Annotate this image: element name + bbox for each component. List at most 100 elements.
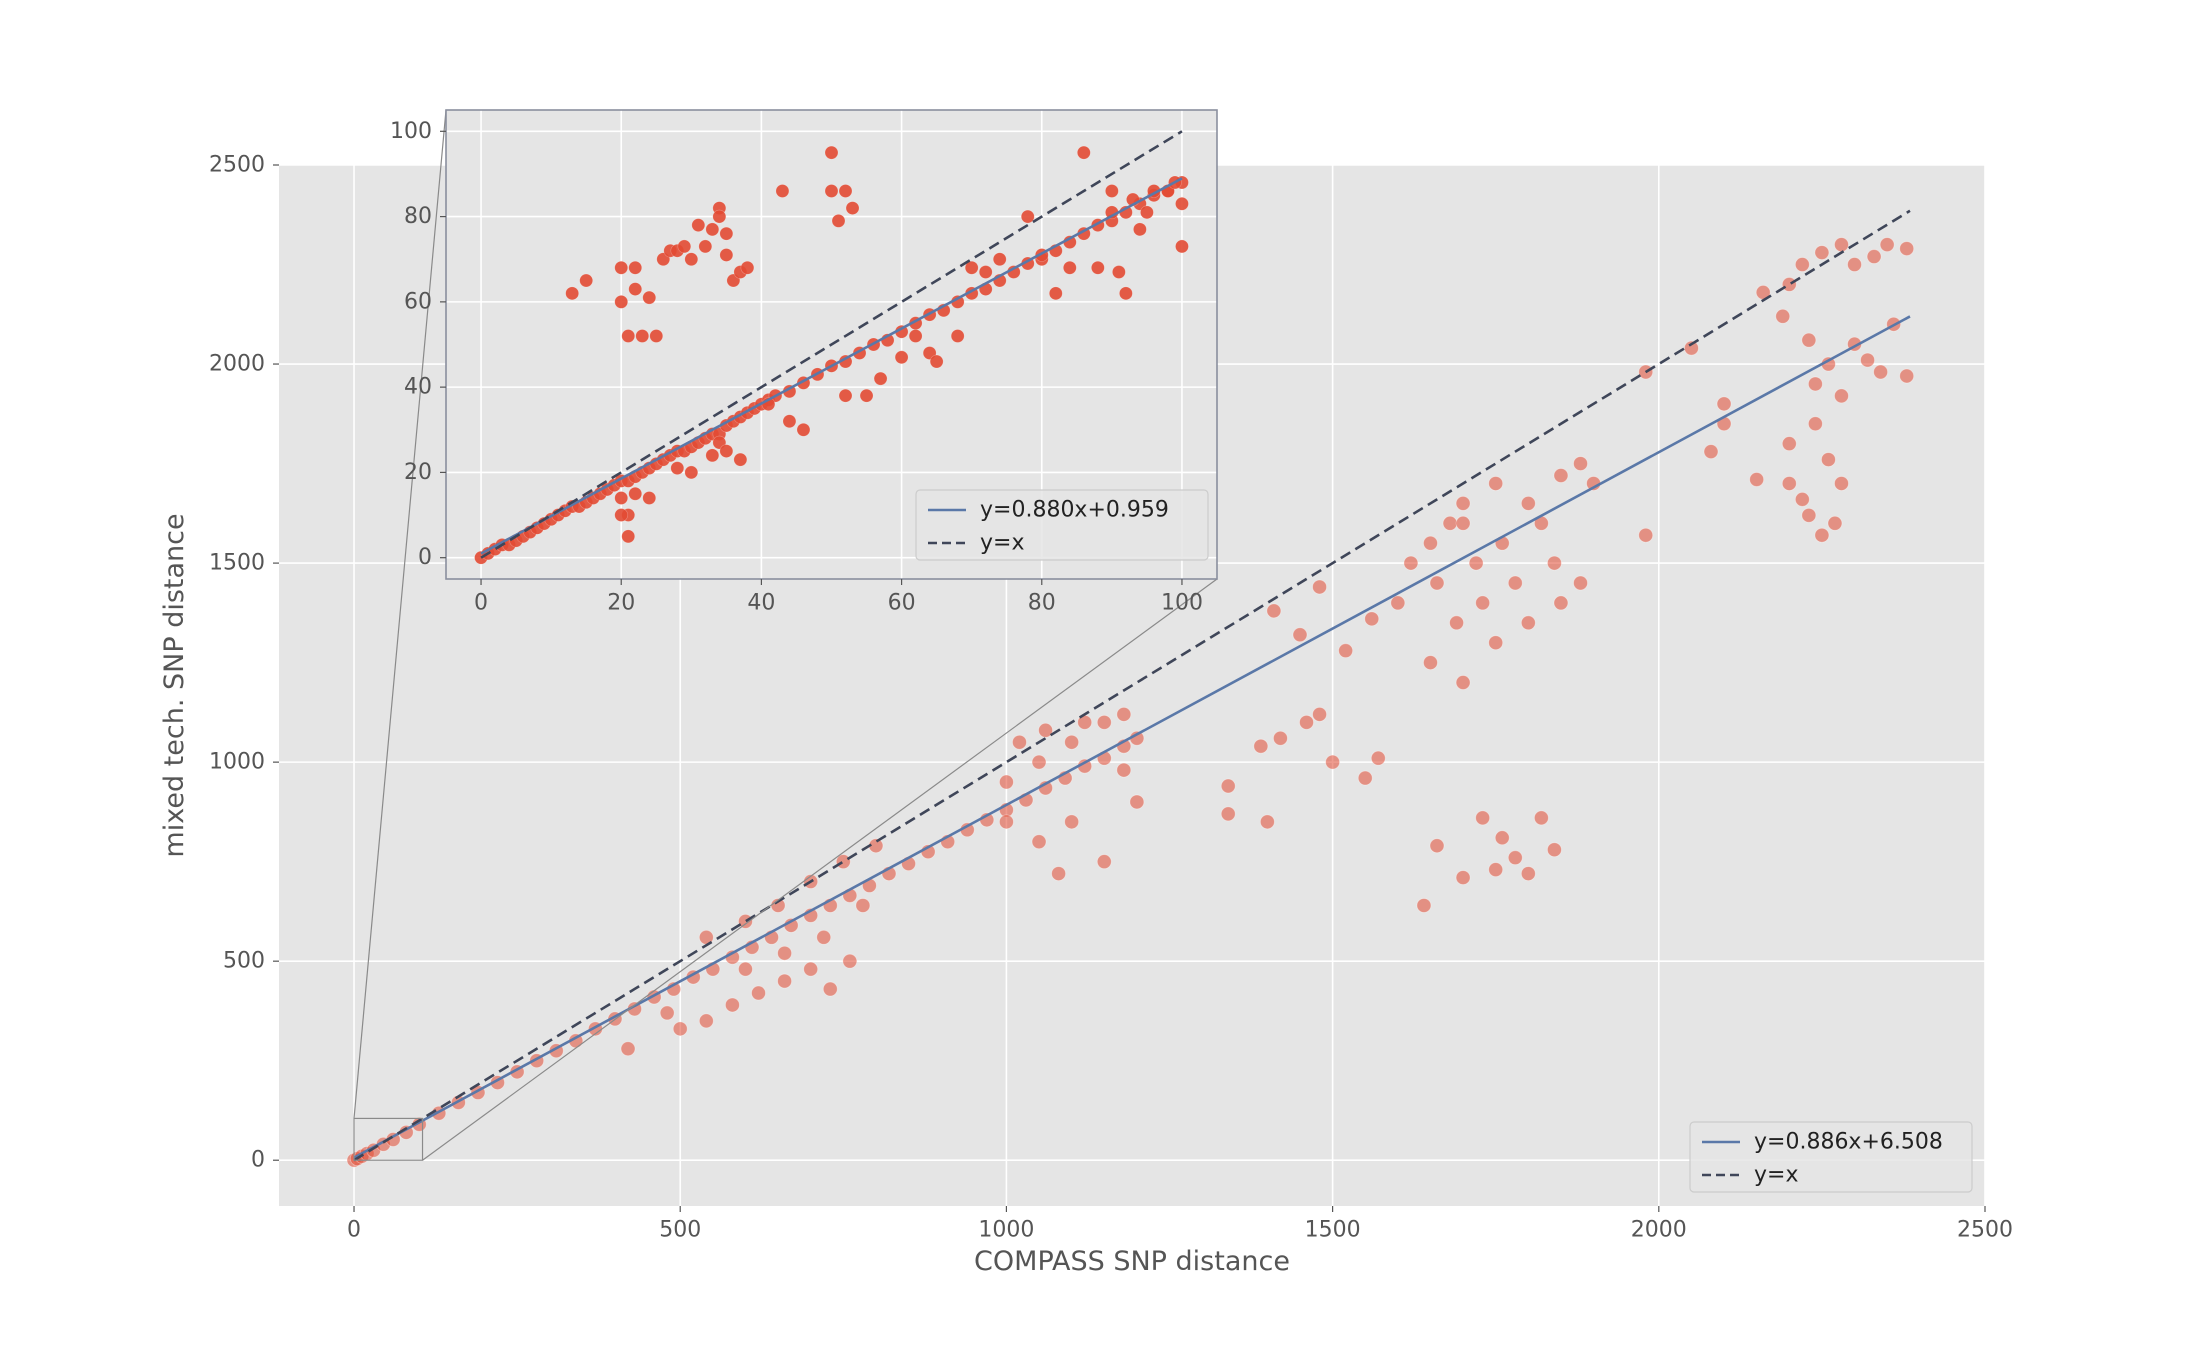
main-point — [1012, 734, 1027, 750]
inset-point — [565, 286, 579, 301]
main-point — [1429, 575, 1445, 591]
main-point — [1520, 866, 1536, 881]
legend-fit-label: y=0.880x+0.959 — [980, 498, 1169, 523]
main-point — [1096, 854, 1112, 870]
main-point — [1807, 416, 1823, 432]
inset-point — [628, 486, 643, 501]
inset-point — [1112, 265, 1126, 279]
main-point — [1866, 249, 1882, 264]
main-identity-line — [353, 209, 1911, 1162]
main-point — [1775, 308, 1791, 324]
main-point — [1834, 476, 1849, 491]
main-point — [1847, 257, 1862, 272]
main-y-tick-label: 1500 — [209, 551, 265, 576]
main-point — [1253, 738, 1269, 754]
main-point — [816, 929, 832, 945]
main-y-tick-label: 2000 — [209, 352, 265, 377]
inset-point — [782, 414, 797, 429]
inset-point — [831, 214, 846, 228]
main-point — [1860, 352, 1875, 368]
inset-x-tick-labels: 0 20 40 60 80 100 — [474, 579, 1203, 616]
main-point — [1266, 603, 1282, 619]
inset-point — [1063, 260, 1077, 275]
main-point — [1873, 364, 1889, 380]
inset-point — [705, 448, 720, 463]
inset-point — [1133, 222, 1147, 237]
inset-point — [698, 239, 713, 254]
main-x-tick-label: 0 — [347, 1218, 361, 1243]
main-point — [1475, 810, 1491, 826]
inset-point — [614, 260, 629, 275]
main-point — [1794, 257, 1810, 272]
inset-x-tick-label: 60 — [888, 591, 916, 616]
main-point — [1312, 706, 1327, 722]
main-point — [1129, 794, 1145, 810]
main-point — [1038, 722, 1053, 738]
main-point — [1827, 515, 1843, 531]
main-point — [1273, 730, 1288, 746]
main-point — [1312, 579, 1327, 595]
main-point — [1220, 806, 1236, 822]
main-point — [1220, 778, 1236, 794]
inset-point — [824, 184, 839, 198]
inset-point — [579, 273, 593, 288]
inset-point — [1175, 197, 1189, 211]
inset-point — [642, 290, 657, 305]
inset-point — [1048, 286, 1063, 301]
inset-y-tick-label: 40 — [404, 375, 432, 400]
inset-point — [845, 201, 860, 215]
main-points — [346, 237, 1915, 1168]
main-point — [822, 981, 838, 997]
main-point — [855, 898, 871, 913]
x-axis-title: COMPASS SNP distance — [974, 1246, 1290, 1277]
main-point — [738, 961, 753, 977]
inset-point — [642, 491, 657, 505]
main-x-tick-labels: 0 500 1000 1500 2000 2500 — [347, 1206, 2013, 1243]
main-point — [1814, 527, 1830, 543]
inset-point — [621, 329, 636, 343]
inset-point — [1119, 286, 1133, 301]
inset-point — [859, 388, 874, 403]
main-point — [1370, 750, 1386, 766]
main-point — [1442, 515, 1458, 531]
inset-legend: y=0.880x+0.959 y=x — [915, 489, 1209, 561]
inset-point — [712, 209, 727, 224]
main-point — [1781, 476, 1797, 491]
inset-point — [1105, 184, 1119, 198]
inset-chart: 0 20 40 60 80 100 0 20 40 60 80 100 y=0.880x+0.959… — [390, 109, 1218, 616]
inset-point — [684, 252, 699, 267]
main-point — [1801, 332, 1817, 348]
main-x-tick-label: 2500 — [1957, 1218, 2013, 1243]
main-point — [1520, 615, 1536, 631]
main-point — [1455, 675, 1471, 690]
main-point — [1116, 706, 1132, 722]
main-y-tick-label: 1000 — [209, 750, 265, 775]
legend-identity-label: y=x — [1754, 1163, 1798, 1188]
inset-point — [635, 329, 650, 343]
main-x-tick-label: 500 — [659, 1218, 701, 1243]
inset-point — [614, 508, 629, 522]
inset-point — [950, 329, 965, 343]
inset-y-tick-label: 100 — [390, 119, 432, 144]
inset-point — [614, 295, 629, 309]
inset-point — [894, 350, 909, 365]
main-x-tick-label: 1000 — [978, 1218, 1034, 1243]
inset-point — [719, 248, 734, 262]
inset-point — [677, 239, 692, 254]
inset-x-tick-label: 100 — [1161, 591, 1203, 616]
inset-point — [796, 422, 811, 437]
main-point — [1031, 834, 1047, 850]
main-point — [659, 1005, 675, 1021]
main-point — [1403, 555, 1419, 571]
main-point — [1814, 245, 1830, 260]
main-point — [1064, 814, 1080, 830]
inset-point — [628, 282, 643, 296]
main-point — [1325, 754, 1341, 770]
inset-point — [684, 465, 699, 480]
main-point — [1423, 655, 1438, 671]
inset-y-tick-label: 0 — [418, 545, 432, 570]
main-point — [1684, 340, 1699, 356]
main-point — [1299, 714, 1314, 730]
main-point — [1547, 842, 1562, 858]
